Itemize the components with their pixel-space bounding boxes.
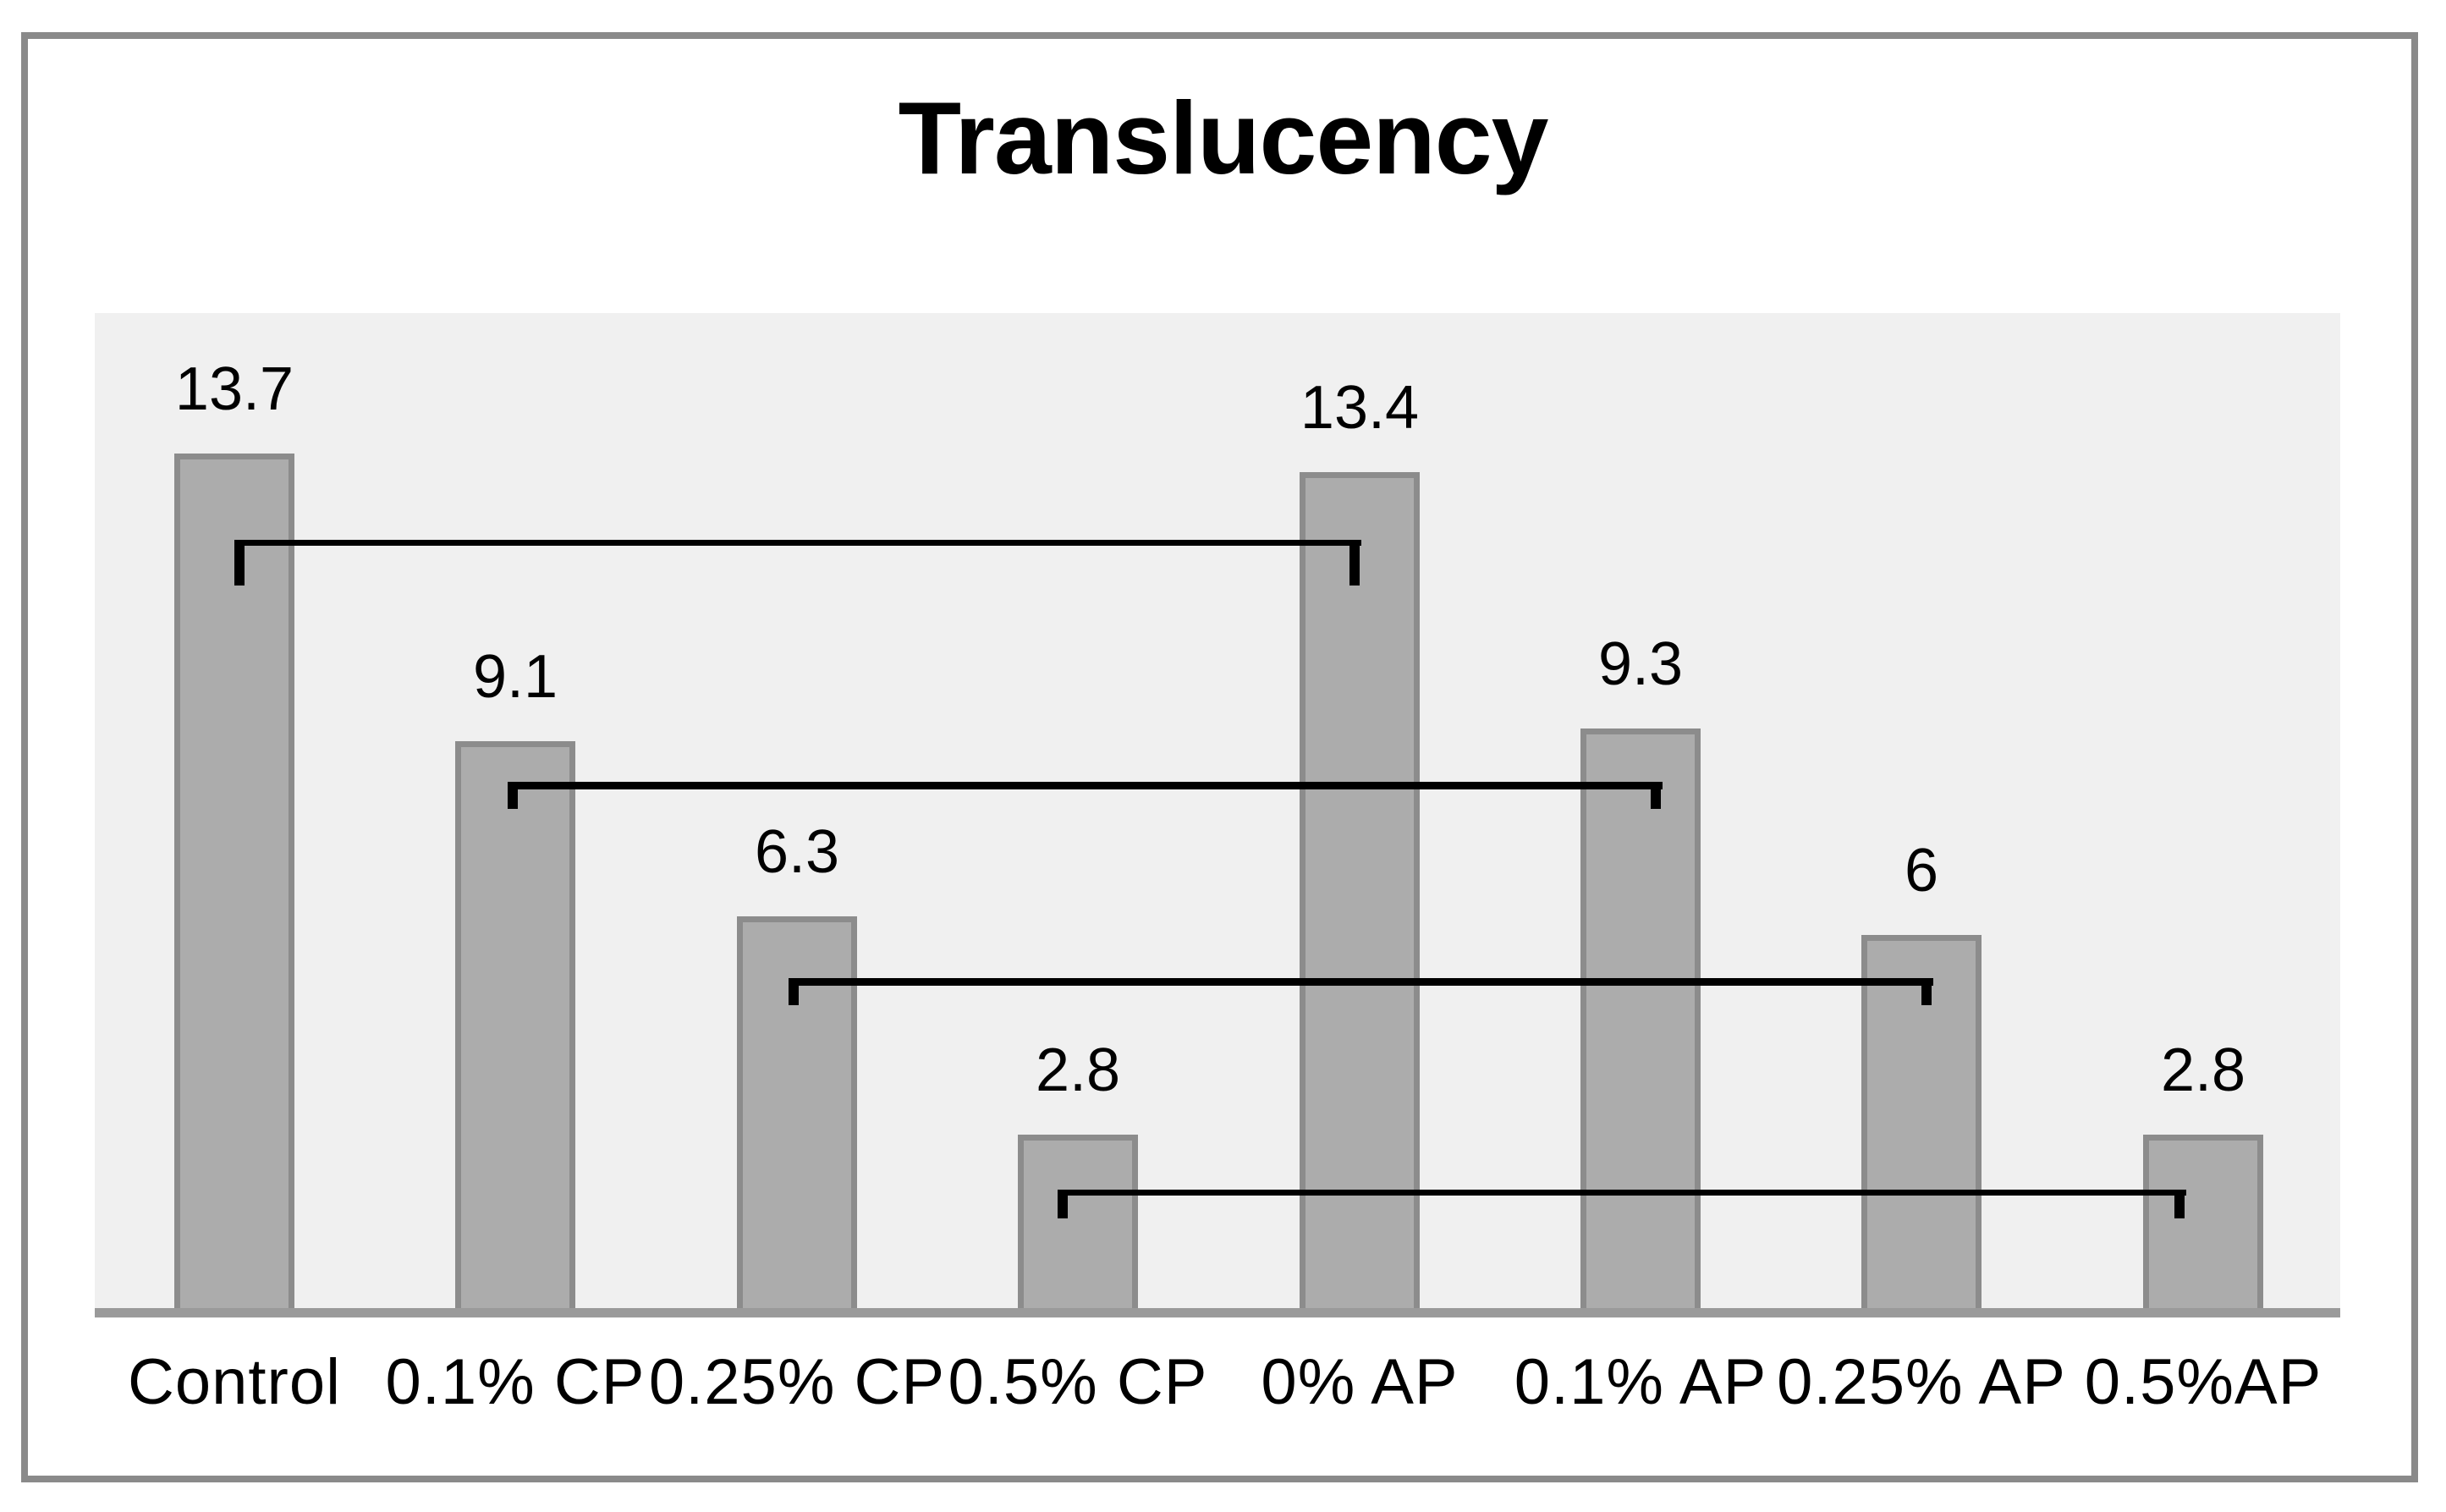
bar-value-label: 6 <box>1904 837 1939 904</box>
x-axis-label: Control <box>128 1346 341 1418</box>
x-axis-label: 0.1% AP <box>1514 1346 1767 1418</box>
significance-bracket-tick <box>234 540 245 586</box>
x-axis-label: 0.25% AP <box>1777 1346 2066 1418</box>
significance-bracket-tick <box>1058 1190 1068 1218</box>
bar <box>1018 1135 1138 1314</box>
x-axis-label: 0.1% CP <box>385 1346 646 1418</box>
significance-bracket-line <box>234 540 1361 546</box>
significance-bracket-tick <box>1921 978 1932 1005</box>
x-axis-label: 0.5% CP <box>948 1346 1208 1418</box>
significance-bracket-tick <box>789 978 799 1005</box>
significance-bracket-tick <box>2174 1190 2185 1218</box>
bar <box>1580 729 1701 1314</box>
bar <box>1300 472 1420 1314</box>
significance-bracket-tick <box>1651 782 1661 809</box>
plot-area <box>95 313 2340 1318</box>
bar-value-label: 2.8 <box>2160 1036 2246 1104</box>
significance-bracket-line <box>508 782 1663 789</box>
significance-bracket-tick <box>508 782 518 809</box>
significance-bracket-tick <box>1349 540 1360 586</box>
bar-value-label: 2.8 <box>1035 1036 1121 1104</box>
bar-value-label: 9.1 <box>472 643 558 711</box>
x-axis-label: 0% AP <box>1261 1346 1459 1418</box>
bar-value-label: 13.7 <box>174 355 294 423</box>
bar-value-label: 13.4 <box>1300 374 1420 442</box>
x-axis-line <box>95 1308 2340 1317</box>
x-axis-label: 0.25% CP <box>648 1346 946 1418</box>
bar-value-label: 6.3 <box>754 818 840 886</box>
bar <box>737 916 857 1314</box>
bar <box>455 741 575 1314</box>
significance-bracket-line <box>789 978 1933 986</box>
bar-value-label: 9.3 <box>1597 630 1684 698</box>
bar <box>2143 1135 2263 1314</box>
bar <box>174 454 294 1314</box>
significance-bracket-line <box>1058 1190 2186 1196</box>
chart-title: Translucency <box>898 80 1549 195</box>
x-axis-label: 0.5%AP <box>2084 1346 2322 1418</box>
